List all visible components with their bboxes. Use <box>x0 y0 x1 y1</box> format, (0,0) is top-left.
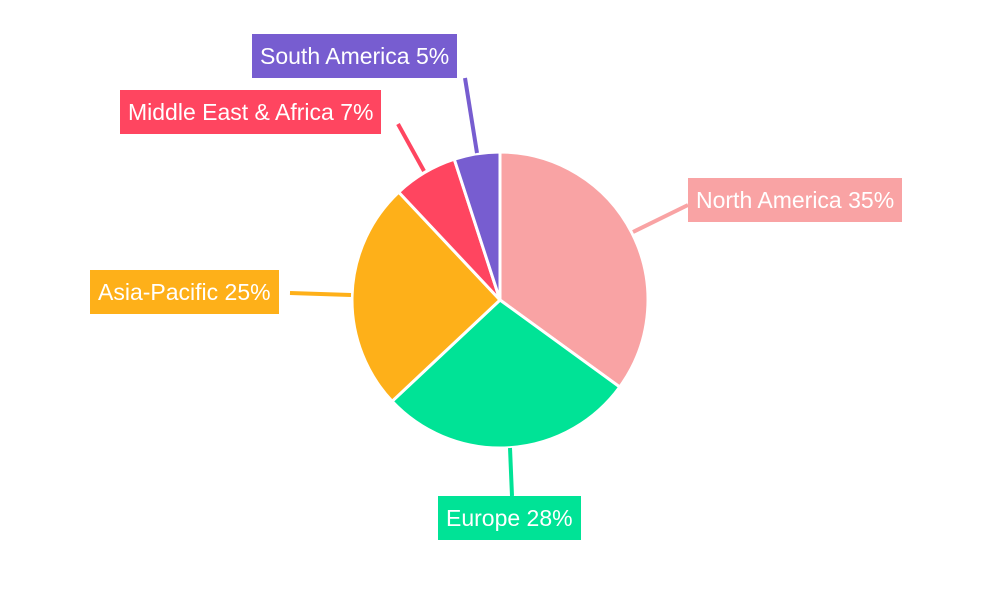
label-north-america: North America 35% <box>688 178 903 222</box>
label-south-america: South America 5% <box>252 34 458 78</box>
label-asia-pacific: Asia-Pacific 25% <box>90 270 279 314</box>
slice-asia-pacific[interactable] <box>350 189 503 404</box>
slice-north-america[interactable] <box>498 150 650 390</box>
slice-europe[interactable] <box>389 298 622 450</box>
label-middle-east-africa: Middle East & Africa 7% <box>120 90 382 134</box>
leader-line-europe <box>508 447 514 497</box>
leader-line-asia-pacific <box>289 291 352 297</box>
slice-south-america[interactable] <box>452 150 502 301</box>
label-europe: Europe 28% <box>438 496 581 540</box>
leader-line-middle-east-africa <box>396 123 426 172</box>
leader-line-north-america <box>632 203 689 234</box>
leader-line-south-america <box>463 77 479 154</box>
